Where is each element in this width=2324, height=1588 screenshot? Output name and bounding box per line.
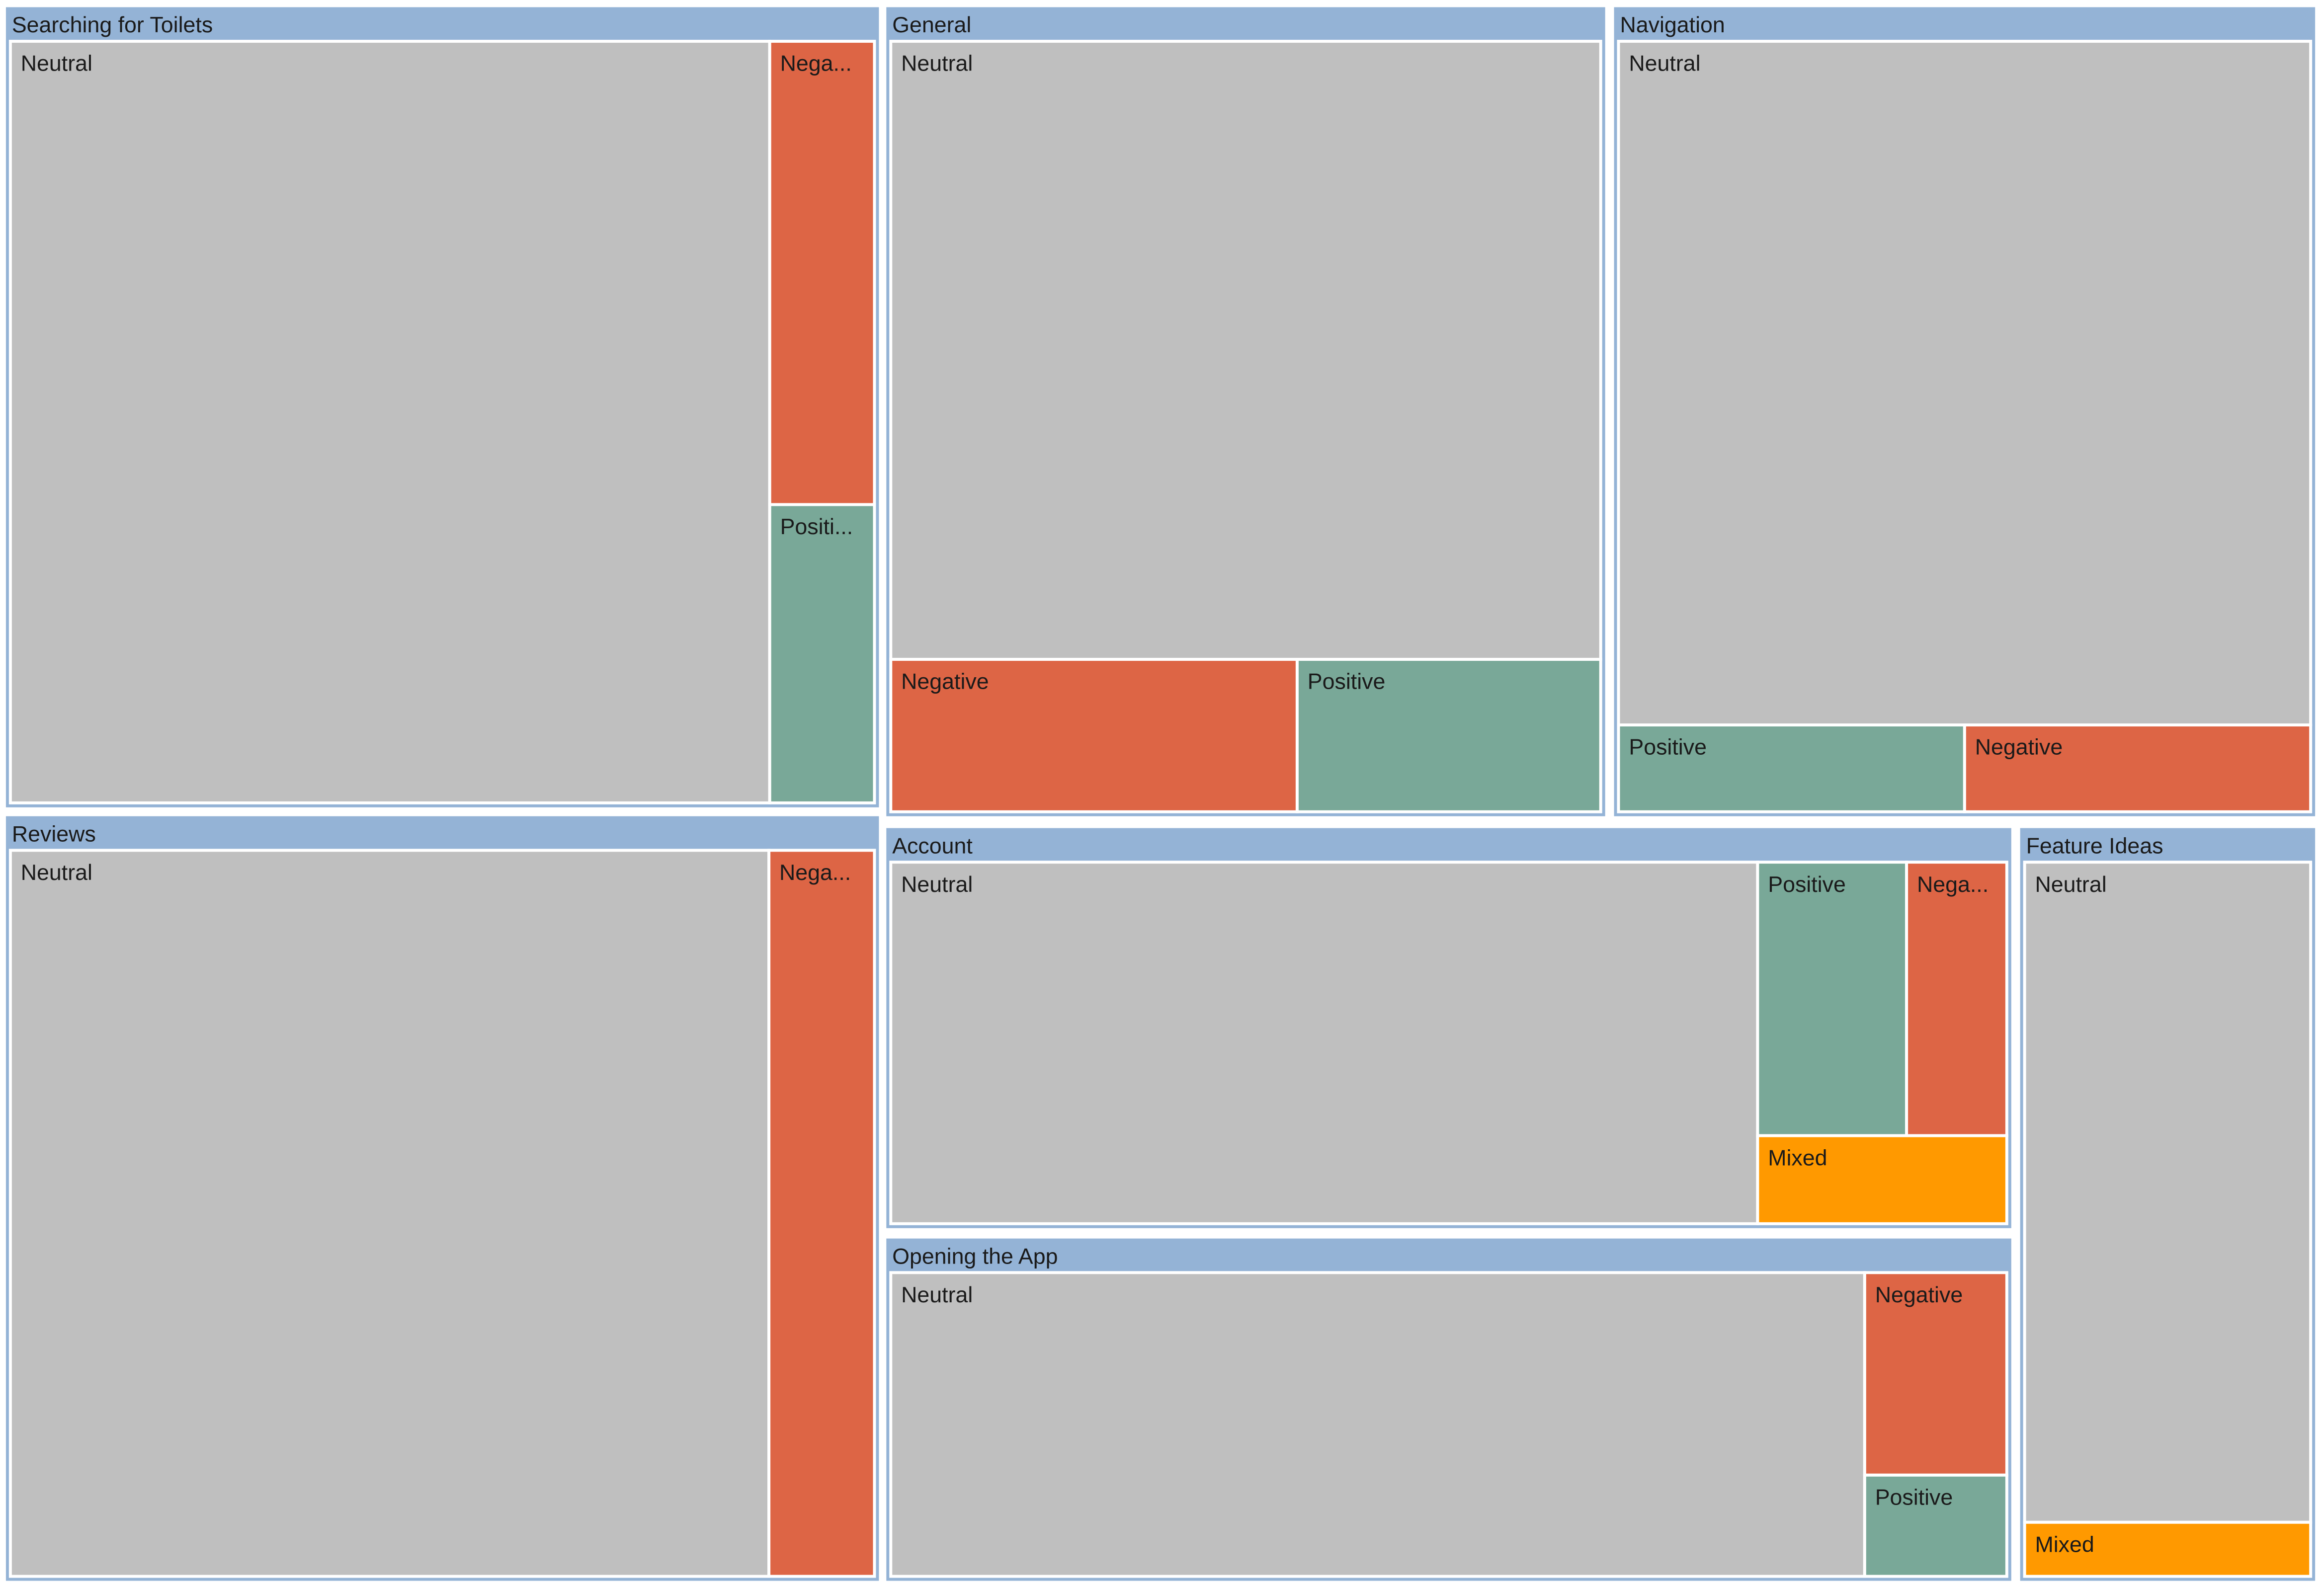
leaf-label: Positive [1768, 873, 1846, 897]
leaf-label: Positive [1875, 1485, 1953, 1509]
leaf-label: Neutral [21, 861, 92, 885]
leaf-account-mixed[interactable]: Mixed [1756, 1134, 2008, 1225]
leaf-label: Positive [1629, 735, 1707, 760]
leaf-label: Neutral [901, 1283, 973, 1307]
leaf-navigation-neutral[interactable]: Neutral [1617, 40, 2313, 727]
leaf-general-neutral[interactable]: Neutral [889, 40, 1602, 661]
leaf-label: Neutral [21, 52, 92, 76]
leaf-tile[interactable] [1295, 658, 1602, 813]
leaf-tile[interactable] [889, 861, 1759, 1225]
leaf-tile[interactable] [8, 849, 771, 1578]
group-label: General [892, 13, 971, 37]
group-reviews[interactable]: Reviews Neutral Nega... [2, 813, 882, 1584]
leaf-account-positive[interactable]: Positive [1756, 861, 1909, 1137]
leaf-label: Negative [1875, 1283, 1963, 1307]
leaf-tile[interactable] [889, 658, 1299, 813]
leaf-label: Negative [901, 670, 989, 694]
group-navigation[interactable]: Navigation Neutral Positive Negative [1611, 4, 2319, 819]
leaf-label: Nega... [779, 861, 851, 885]
leaf-label: Nega... [1917, 873, 1989, 897]
group-general[interactable]: General Neutral Negative Positive [883, 4, 1608, 819]
leaf-tile[interactable] [768, 503, 876, 804]
leaf-label: Positive [1308, 670, 1386, 694]
leaf-feature-ideas-mixed[interactable]: Mixed [2023, 1520, 2313, 1578]
leaf-label: Neutral [2035, 873, 2106, 897]
group-feature-ideas[interactable]: Feature Ideas Neutral Mixed [2017, 825, 2319, 1584]
group-label: Navigation [1620, 13, 1725, 37]
leaf-tile[interactable] [8, 40, 771, 804]
leaf-label: Mixed [2035, 1532, 2094, 1557]
leaf-searching-for-toilets-positive[interactable]: Positi... [768, 503, 876, 804]
leaf-label: Neutral [901, 873, 973, 897]
leaf-label: Neutral [901, 52, 973, 76]
group-label: Feature Ideas [2026, 834, 2163, 858]
leaf-account-negative[interactable]: Nega... [1905, 861, 2008, 1137]
leaf-tile[interactable] [889, 1271, 1866, 1578]
leaf-tile[interactable] [2023, 1520, 2313, 1578]
leaf-label: Mixed [1768, 1146, 1827, 1170]
leaf-feature-ideas-neutral[interactable]: Neutral [2023, 861, 2313, 1524]
leaf-tile[interactable] [1617, 40, 2313, 727]
group-account[interactable]: Account Neutral Positive Nega... Mixed [883, 825, 2014, 1231]
leaf-navigation-positive[interactable]: Positive [1617, 723, 1966, 813]
leaf-opening-the-app-positive[interactable]: Positive [1863, 1473, 2008, 1578]
group-label: Searching for Toilets [12, 13, 213, 37]
leaf-tile[interactable] [2023, 861, 2313, 1524]
leaf-general-negative[interactable]: Negative [889, 658, 1299, 813]
leaf-tile[interactable] [1863, 1271, 2008, 1477]
leaf-opening-the-app-negative[interactable]: Negative [1863, 1271, 2008, 1477]
leaf-general-positive[interactable]: Positive [1295, 658, 1602, 813]
leaf-label: Negative [1975, 735, 2063, 760]
leaf-tile[interactable] [1756, 861, 1909, 1137]
leaf-tile[interactable] [768, 40, 876, 506]
leaf-navigation-negative[interactable]: Negative [1963, 723, 2313, 813]
group-label: Reviews [12, 822, 96, 846]
group-searching-for-toilets[interactable]: Searching for Toilets Neutral Nega... Posit… [2, 4, 882, 810]
leaf-searching-for-toilets-neutral[interactable]: Neutral [8, 40, 771, 804]
leaf-tile[interactable] [1905, 861, 2008, 1137]
leaf-tile[interactable] [889, 40, 1602, 661]
group-label: Opening the App [892, 1244, 1058, 1269]
leaf-label: Nega... [780, 52, 852, 76]
leaf-tile[interactable] [1756, 1134, 2008, 1225]
leaf-opening-the-app-neutral[interactable]: Neutral [889, 1271, 1866, 1578]
leaf-label: Positi... [780, 515, 853, 539]
group-label: Account [892, 834, 973, 858]
leaf-reviews-negative[interactable]: Nega... [767, 849, 876, 1578]
leaf-searching-for-toilets-negative[interactable]: Nega... [768, 40, 876, 506]
leaf-tile[interactable] [767, 849, 876, 1578]
leaf-account-neutral[interactable]: Neutral [889, 861, 1759, 1225]
leaf-tile[interactable] [1963, 723, 2313, 813]
leaf-label: Neutral [1629, 52, 1700, 76]
group-opening-the-app[interactable]: Opening the App Neutral Negative Positive [883, 1235, 2014, 1584]
leaf-reviews-neutral[interactable]: Neutral [8, 849, 771, 1578]
leaf-tile[interactable] [1617, 723, 1966, 813]
leaf-tile[interactable] [1863, 1473, 2008, 1578]
